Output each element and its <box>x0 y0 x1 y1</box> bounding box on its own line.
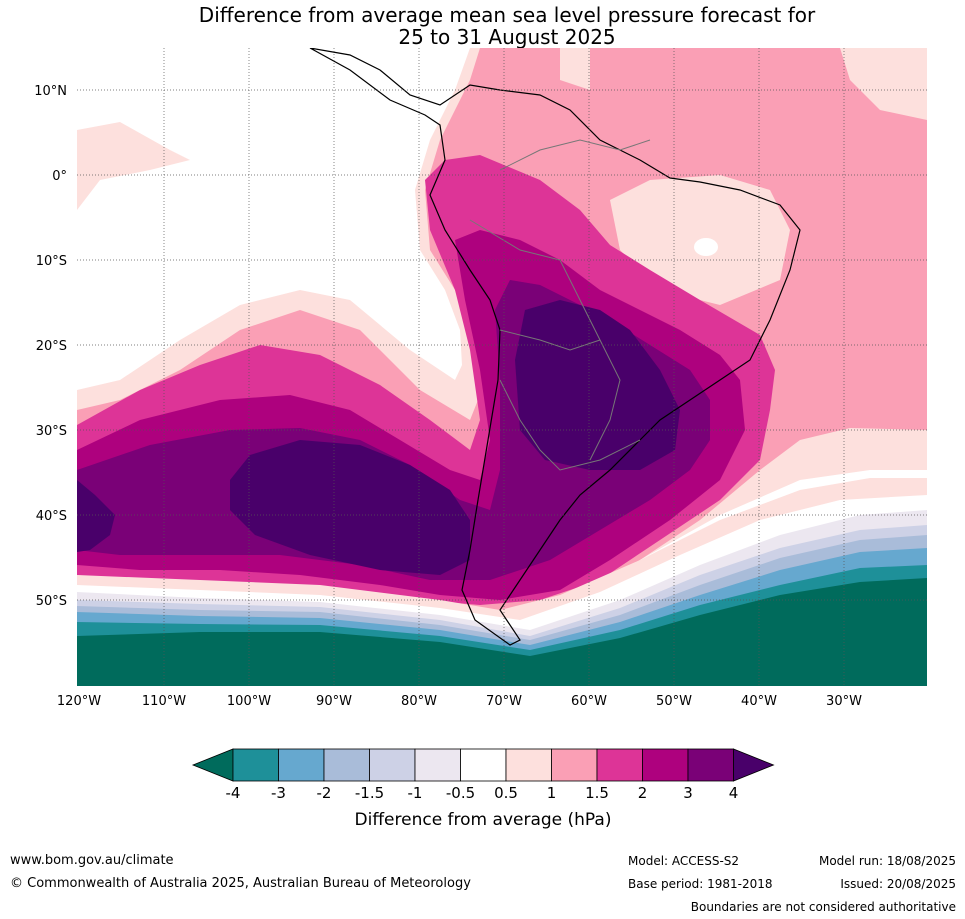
colorbar-ticks: -4 -3 -2 -1.5 -1 -0.5 0.5 1 1.5 2 3 4 <box>226 784 739 802</box>
colorbar-tick: -4 <box>226 784 241 802</box>
colorbar-extend-high <box>734 749 774 781</box>
colorbar-bin <box>233 749 279 781</box>
colorbar-tick: 3 <box>683 784 693 802</box>
colorbar-tick: 1 <box>547 784 557 802</box>
colorbar-bin <box>461 749 507 781</box>
colorbar-tick: -2 <box>317 784 332 802</box>
pressure-anomaly-map: 10°N 0° 10°S 20°S 30°S 40°S 50°S 120°W 1… <box>0 0 965 919</box>
lat-label: 30°S <box>36 424 67 439</box>
lat-label: 50°S <box>36 594 67 609</box>
colorbar-bin <box>597 749 643 781</box>
colorbar-bin <box>643 749 689 781</box>
colorbar-bin <box>415 749 461 781</box>
colorbar-tick: -3 <box>271 784 286 802</box>
lon-label: 100°W <box>227 694 271 709</box>
model-run-text: Model run: 18/08/2025 <box>819 854 956 868</box>
lon-label: 90°W <box>316 694 352 709</box>
colorbar: -4 -3 -2 -1.5 -1 -0.5 0.5 1 1.5 2 3 4 Di… <box>193 749 774 830</box>
issued-text: Issued: 20/08/2025 <box>840 877 956 891</box>
colorbar-bin <box>279 749 325 781</box>
colorbar-tick: 4 <box>729 784 739 802</box>
disclaimer-text: Boundaries are not considered authoritat… <box>691 900 956 914</box>
website-link[interactable]: www.bom.gov.au/climate <box>10 853 174 868</box>
lon-label: 40°W <box>741 694 777 709</box>
lon-label: 80°W <box>401 694 437 709</box>
colorbar-tick: -1.5 <box>355 784 384 802</box>
lat-label: 20°S <box>36 339 67 354</box>
colorbar-bin <box>506 749 552 781</box>
lon-label: 110°W <box>142 694 186 709</box>
lon-label: 50°W <box>656 694 692 709</box>
lat-label: 10°S <box>36 254 67 269</box>
copyright-text: © Commonwealth of Australia 2025, Austra… <box>10 876 471 891</box>
base-period-text: Base period: 1981-2018 <box>628 877 773 891</box>
colorbar-extend-low <box>193 749 233 781</box>
longitude-labels: 120°W 110°W 100°W 90°W 80°W 70°W 60°W 50… <box>57 694 862 709</box>
lat-label: 40°S <box>36 509 67 524</box>
anomaly-field <box>77 48 927 686</box>
colorbar-tick: -1 <box>408 784 423 802</box>
colorbar-tick: -0.5 <box>446 784 475 802</box>
colorbar-bin <box>324 749 370 781</box>
model-text: Model: ACCESS-S2 <box>628 854 739 868</box>
lat-label: 10°N <box>34 84 67 99</box>
lon-label: 30°W <box>826 694 862 709</box>
latitude-labels: 10°N 0° 10°S 20°S 30°S 40°S 50°S <box>34 84 67 609</box>
colorbar-tick: 1.5 <box>585 784 609 802</box>
colorbar-bin <box>688 749 734 781</box>
lat-label: 0° <box>52 169 67 184</box>
colorbar-tick: 0.5 <box>494 784 518 802</box>
lon-label: 60°W <box>571 694 607 709</box>
lon-label: 120°W <box>57 694 101 709</box>
colorbar-bin <box>370 749 416 781</box>
colorbar-bin <box>552 749 598 781</box>
lon-label: 70°W <box>486 694 522 709</box>
colorbar-label: Difference from average (hPa) <box>355 810 612 830</box>
colorbar-tick: 2 <box>638 784 648 802</box>
